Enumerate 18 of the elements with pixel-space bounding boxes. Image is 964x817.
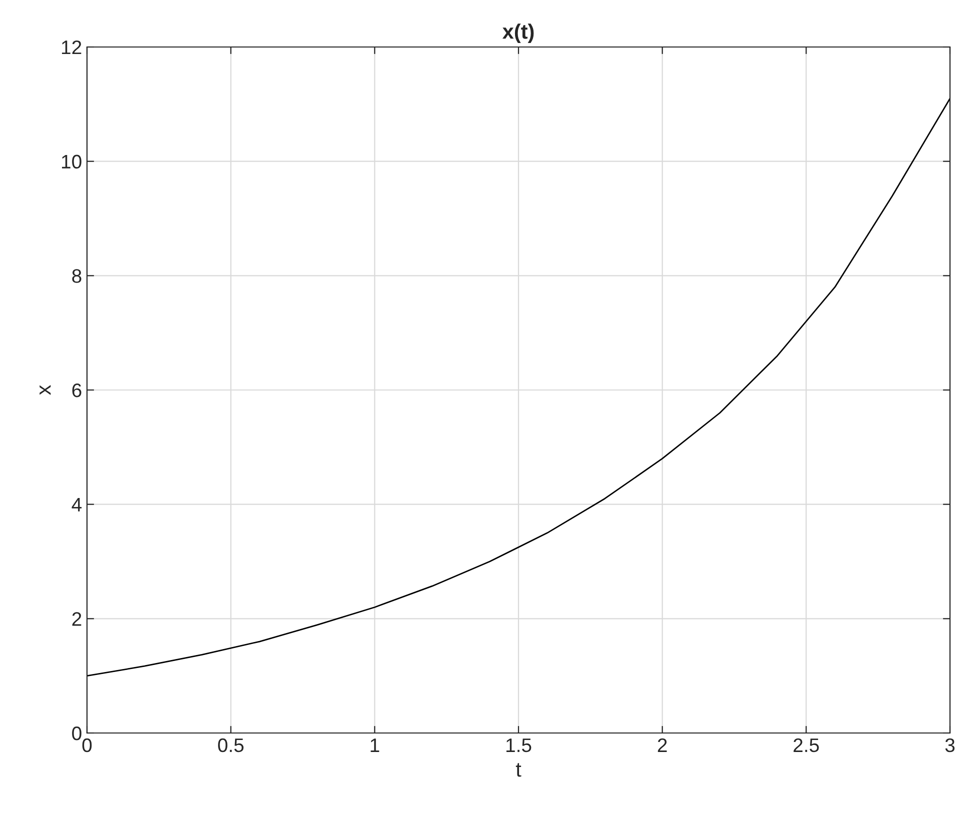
x-tick-label: 0 [82, 738, 92, 752]
x-tick-label: 2.5 [794, 738, 819, 752]
x-tick-label: 3 [945, 738, 955, 752]
y-tick-label: 10 [62, 154, 82, 169]
y-axis-title: x [40, 385, 51, 395]
x-tick-label: 0.5 [218, 738, 244, 752]
y-tick-label: 12 [62, 40, 82, 54]
chart-title: x(t) [502, 24, 534, 43]
x-tick-label: 1.5 [506, 738, 532, 752]
x-tick-label: 2 [658, 738, 667, 752]
x-tick-label: 1 [370, 738, 380, 752]
y-tick-label: 2 [72, 612, 82, 626]
y-tick-label: 4 [72, 498, 82, 512]
x-axis-title: t [516, 763, 522, 777]
line-series [87, 98, 950, 677]
y-tick-label: 8 [72, 269, 82, 283]
y-tick-label: 0 [72, 726, 82, 740]
y-tick-label: 6 [72, 383, 82, 398]
